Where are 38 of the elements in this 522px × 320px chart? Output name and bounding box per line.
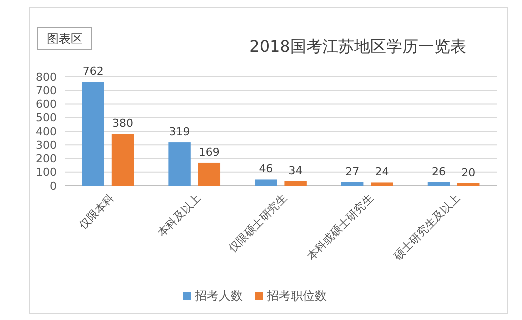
y-tick-label: 700 xyxy=(36,84,57,98)
x-tick-label: 本科或硕士研究生 xyxy=(304,192,376,264)
data-label: 20 xyxy=(462,166,476,180)
y-tick-label: 100 xyxy=(36,166,57,180)
bar xyxy=(428,182,450,186)
bar xyxy=(255,180,278,186)
legend-label: 招考人数 xyxy=(194,289,243,304)
data-label: 27 xyxy=(346,165,360,178)
data-label: 46 xyxy=(259,162,274,176)
y-tick-label: 400 xyxy=(36,125,57,138)
y-tick-label: 200 xyxy=(36,152,57,166)
bar xyxy=(168,142,191,186)
bar xyxy=(112,134,134,186)
x-tick-label: 硕士研究生及以上 xyxy=(390,192,463,264)
bar xyxy=(371,182,394,186)
y-tick-label: 300 xyxy=(36,138,57,152)
text: 图表区 xyxy=(47,32,83,46)
data-label: 34 xyxy=(288,164,303,178)
legend-label: 招考职位数 xyxy=(266,289,327,304)
y-tick-label: 600 xyxy=(36,98,57,112)
chart-title: 2018国考江苏地区学历一览表 xyxy=(250,37,466,56)
bar xyxy=(82,82,104,186)
y-tick-label: 500 xyxy=(36,112,57,125)
y-tick-label: 800 xyxy=(36,70,57,84)
bar xyxy=(341,182,364,186)
x-tick-label: 仅限本科 xyxy=(76,192,118,232)
bar xyxy=(284,181,307,186)
bar xyxy=(458,183,480,186)
data-label: 24 xyxy=(375,166,390,179)
x-tick-label: 仅限硕士研究生 xyxy=(226,192,290,256)
data-label: 26 xyxy=(432,165,446,178)
data-label: 762 xyxy=(82,65,104,78)
data-label: 319 xyxy=(169,126,190,139)
y-tick-label: 0 xyxy=(50,180,57,193)
data-label: 169 xyxy=(198,146,220,159)
bar xyxy=(198,162,221,186)
x-tick-label: 本科及以上 xyxy=(155,192,204,240)
data-label: 380 xyxy=(112,117,134,130)
